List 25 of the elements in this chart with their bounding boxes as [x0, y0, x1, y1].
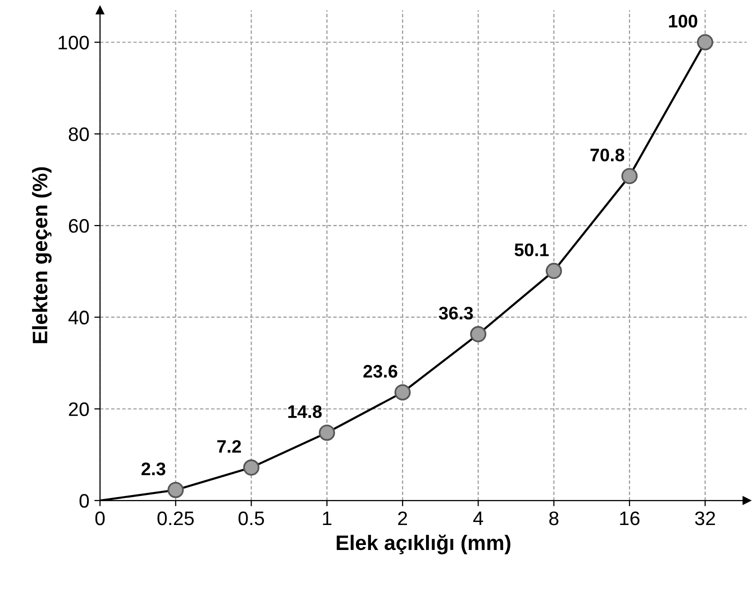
x-tick-label: 2: [398, 511, 408, 526]
data-label: 2.3: [142, 462, 166, 476]
x-tick-label: 0.25: [157, 511, 194, 526]
data-label: 36.3: [438, 306, 473, 320]
data-label: 50.1: [514, 243, 549, 256]
data-label: 100: [668, 14, 698, 28]
x-tick-label: 32: [695, 511, 715, 526]
x-tick-label: 0: [95, 511, 105, 526]
data-label: 7.2: [217, 440, 241, 453]
x-tick-label: 0.5: [238, 511, 264, 526]
y-tick-label: 0: [80, 494, 89, 508]
y-tick-label: 100: [58, 36, 89, 50]
y-tick-label: 20: [68, 402, 89, 416]
x-tick-label: 8: [549, 511, 558, 526]
y-tick-label: 40: [68, 310, 89, 324]
y-tick-label: 80: [68, 127, 89, 142]
x-tick-label: 1: [323, 512, 332, 526]
y-tick-label: 60: [68, 219, 89, 233]
y-axis-title: Elekten geçen (%): [32, 167, 52, 344]
data-label: 14.8: [288, 405, 322, 418]
x-axis-title: Elek açıklığı (mm): [336, 534, 510, 554]
x-tick-label: 4: [473, 512, 484, 526]
data-label: 23.6: [363, 364, 398, 378]
x-tick-label: 16: [620, 511, 640, 526]
data-label: 70.8: [590, 148, 624, 162]
